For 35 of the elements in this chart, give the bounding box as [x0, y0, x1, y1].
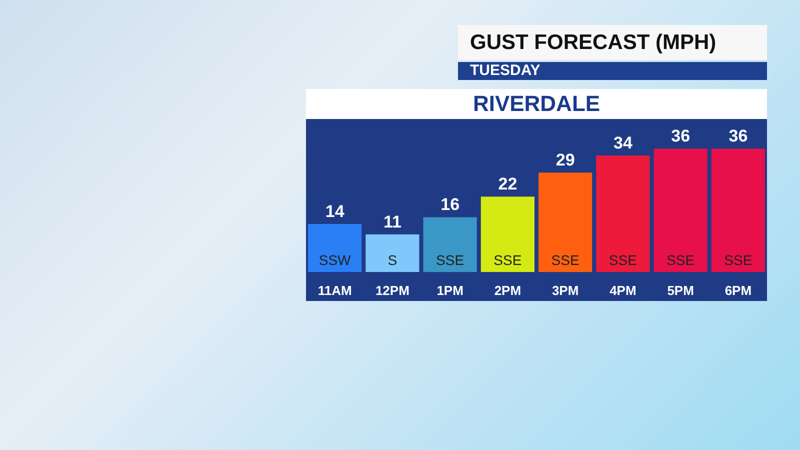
annotation: SSE: [435, 252, 466, 268]
data-label: 11: [383, 212, 402, 232]
x-tick-label: 11AM: [318, 283, 352, 298]
data-label: 16: [440, 195, 460, 214]
bar: [538, 172, 592, 272]
x-tick-label: 3PM: [552, 283, 579, 298]
annotation: S: [386, 252, 398, 268]
annotation: SSE: [723, 252, 754, 268]
x-tick-label: 12PM: [375, 283, 410, 298]
annotation: SSE: [492, 252, 523, 268]
annotation: SSE: [550, 252, 580, 268]
x-tick-label: 4PM: [610, 283, 636, 298]
bar: [423, 217, 477, 272]
bar: [711, 148, 765, 272]
annotation: SSE: [666, 252, 696, 268]
bar: [366, 234, 420, 272]
data-label: 14: [325, 202, 345, 222]
annotation: SSE: [608, 252, 638, 268]
x-tick-label: 5PM: [667, 283, 694, 298]
data-label: 36: [728, 126, 748, 146]
bar: [308, 224, 362, 272]
bar: [480, 196, 534, 272]
chart-title: GUST FORECAST (MPH): [458, 25, 767, 60]
data-label: 36: [671, 126, 690, 146]
x-tick-label: 6PM: [724, 283, 752, 298]
text: RIVERDALE: [306, 89, 767, 119]
chart-subtitle: TUESDAY: [458, 62, 767, 80]
x-tick-label: 1PM: [436, 283, 464, 298]
bar: [596, 156, 650, 272]
x-tick-label: 2PM: [494, 283, 522, 298]
data-label: 34: [613, 134, 633, 153]
bar: [654, 148, 708, 272]
annotation: SSW: [318, 252, 352, 268]
data-label: 22: [498, 174, 518, 194]
data-label: 29: [556, 150, 575, 170]
